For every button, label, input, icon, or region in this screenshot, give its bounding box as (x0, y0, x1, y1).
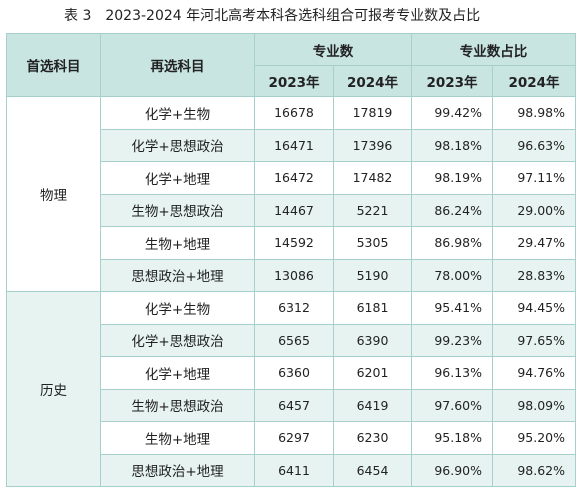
table-row: 生物+思想政治 6457 6419 97.60% 98.09% (7, 388, 576, 422)
count-2024-cell: 5305 (333, 226, 412, 260)
table-row: 化学+思想政治 16471 17396 98.18% 96.63% (7, 128, 576, 162)
count-2024-cell: 5190 (333, 258, 412, 292)
share-2024-cell: 98.98% (492, 96, 576, 130)
share-2023-cell: 95.41% (411, 291, 493, 325)
table-caption: 表 3 2023-2024 年河北高考本科各选科组合可报考专业数及占比 (64, 4, 480, 28)
count-2023-cell: 14467 (254, 193, 334, 227)
share-2024-cell: 95.20% (492, 421, 576, 455)
combo-cell: 生物+地理 (100, 226, 255, 260)
count-2023-cell: 6411 (254, 453, 334, 487)
count-2024-cell: 6454 (333, 453, 412, 487)
header-share-2024: 2024年 (492, 65, 576, 97)
combo-cell: 生物+地理 (100, 421, 255, 455)
count-2024-cell: 6201 (333, 356, 412, 390)
majors-table: 首选科目 再选科目 专业数 专业数占比 2023年 2024年 2023年 20… (6, 33, 576, 487)
table-row: 化学+思想政治 6565 6390 99.23% 97.65% (7, 323, 576, 357)
combo-cell: 化学+地理 (100, 356, 255, 390)
combo-cell: 生物+思想政治 (100, 193, 255, 227)
table-row: 生物+地理 6297 6230 95.18% 95.20% (7, 421, 576, 455)
header-major-count: 专业数 (254, 33, 412, 66)
count-2023-cell: 16471 (254, 128, 334, 162)
count-2024-cell: 17819 (333, 96, 412, 130)
share-2023-cell: 86.24% (411, 193, 493, 227)
share-2024-cell: 28.83% (492, 258, 576, 292)
combo-cell: 思想政治+地理 (100, 258, 255, 292)
share-2023-cell: 95.18% (411, 421, 493, 455)
header-count-2023: 2023年 (254, 65, 334, 97)
combo-cell: 化学+地理 (100, 161, 255, 195)
caption-label: 表 3 (64, 8, 92, 24)
count-2023-cell: 16472 (254, 161, 334, 195)
table-row: 生物+思想政治 14467 5221 86.24% 29.00% (7, 193, 576, 227)
combo-cell: 思想政治+地理 (100, 453, 255, 487)
header-second-subject: 再选科目 (100, 33, 255, 97)
count-2024-cell: 17396 (333, 128, 412, 162)
share-2024-cell: 94.76% (492, 356, 576, 390)
share-2024-cell: 96.63% (492, 128, 576, 162)
table-row: 化学+地理 6360 6201 96.13% 94.76% (7, 356, 576, 390)
count-2023-cell: 6565 (254, 323, 334, 357)
combo-cell: 化学+生物 (100, 96, 255, 130)
section-physics: 物理 化学+生物 16678 17819 99.42% 98.98% 化学+思想… (6, 96, 576, 292)
header-major-share: 专业数占比 (411, 33, 576, 66)
first-subject-cell: 物理 (6, 96, 101, 292)
share-2024-cell: 97.11% (492, 161, 576, 195)
header-row-1: 首选科目 再选科目 专业数 专业数占比 (6, 33, 576, 97)
first-subject-cell: 历史 (6, 291, 101, 487)
header-share-2023: 2023年 (411, 65, 493, 97)
share-2023-cell: 99.42% (411, 96, 493, 130)
caption-title: 2023-2024 年河北高考本科各选科组合可报考专业数及占比 (105, 8, 481, 24)
count-2024-cell: 6181 (333, 291, 412, 325)
share-2024-cell: 97.65% (492, 323, 576, 357)
share-2023-cell: 96.90% (411, 453, 493, 487)
share-2023-cell: 86.98% (411, 226, 493, 260)
header-first-subject: 首选科目 (6, 33, 101, 97)
count-2023-cell: 14592 (254, 226, 334, 260)
share-2024-cell: 98.62% (492, 453, 576, 487)
share-2023-cell: 97.60% (411, 388, 493, 422)
share-2024-cell: 94.45% (492, 291, 576, 325)
combo-cell: 化学+思想政治 (100, 323, 255, 357)
count-2023-cell: 6312 (254, 291, 334, 325)
share-2023-cell: 99.23% (411, 323, 493, 357)
count-2024-cell: 6419 (333, 388, 412, 422)
table-row: 生物+地理 14592 5305 86.98% 29.47% (7, 226, 576, 260)
count-2023-cell: 16678 (254, 96, 334, 130)
count-2023-cell: 13086 (254, 258, 334, 292)
table-row: 思想政治+地理 13086 5190 78.00% 28.83% (7, 258, 576, 292)
count-2024-cell: 5221 (333, 193, 412, 227)
table-row: 化学+地理 16472 17482 98.19% 97.11% (7, 161, 576, 195)
table-row: 思想政治+地理 6411 6454 96.90% 98.62% (7, 453, 576, 487)
count-2024-cell: 17482 (333, 161, 412, 195)
header-row-2: 2023年 2024年 2023年 2024年 (7, 65, 576, 97)
combo-cell: 化学+思想政治 (100, 128, 255, 162)
share-2023-cell: 96.13% (411, 356, 493, 390)
share-2024-cell: 29.47% (492, 226, 576, 260)
combo-cell: 化学+生物 (100, 291, 255, 325)
header-count-2024: 2024年 (333, 65, 412, 97)
share-2023-cell: 98.18% (411, 128, 493, 162)
share-2024-cell: 98.09% (492, 388, 576, 422)
share-2023-cell: 78.00% (411, 258, 493, 292)
count-2024-cell: 6390 (333, 323, 412, 357)
count-2023-cell: 6360 (254, 356, 334, 390)
count-2023-cell: 6457 (254, 388, 334, 422)
count-2024-cell: 6230 (333, 421, 412, 455)
section-history: 历史 化学+生物 6312 6181 95.41% 94.45% 化学+思想政治… (6, 291, 576, 487)
share-2023-cell: 98.19% (411, 161, 493, 195)
table-row: 历史 化学+生物 6312 6181 95.41% 94.45% (6, 291, 576, 487)
count-2023-cell: 6297 (254, 421, 334, 455)
share-2024-cell: 29.00% (492, 193, 576, 227)
table-row: 物理 化学+生物 16678 17819 99.42% 98.98% (6, 96, 576, 292)
table-header: 首选科目 再选科目 专业数 专业数占比 2023年 2024年 2023年 20… (6, 33, 576, 97)
combo-cell: 生物+思想政治 (100, 388, 255, 422)
